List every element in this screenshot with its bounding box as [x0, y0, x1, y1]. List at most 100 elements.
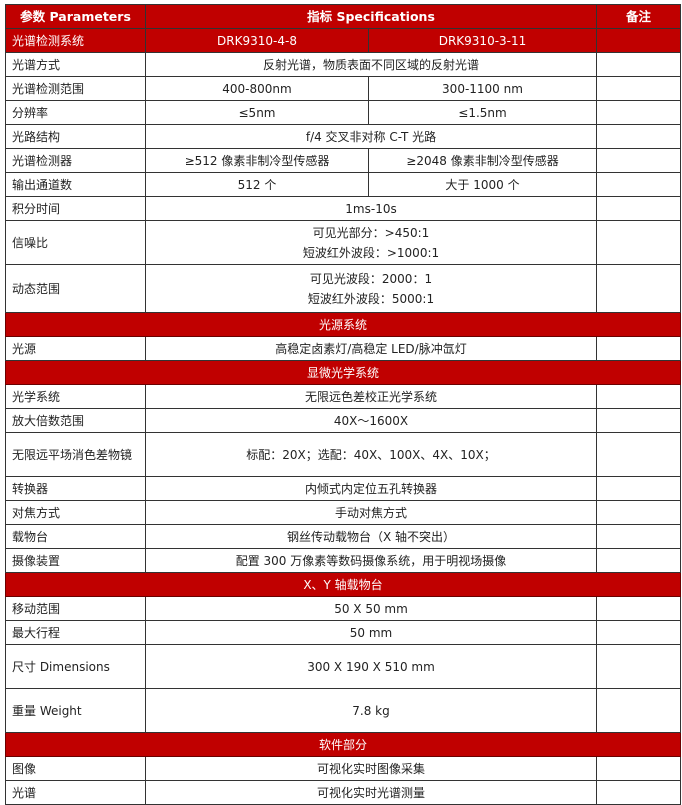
note-cell	[596, 548, 681, 573]
table-row: 对焦方式 手动对焦方式	[5, 500, 681, 525]
table-header: 参数 Parameters 指标 Specifications 备注	[5, 4, 681, 29]
note-cell	[596, 76, 681, 101]
cell: 输出通道数	[5, 172, 146, 197]
table-row: 摄像装置 配置 300 万像素等数码摄像系统，用于明视场摄像	[5, 548, 681, 573]
cell: 50 mm	[145, 620, 597, 645]
note-cell	[596, 432, 681, 477]
table-row: 分辨率 ≤5nm ≤1.5nm	[5, 100, 681, 125]
cell: 光谱检测范围	[5, 76, 146, 101]
table-row: 尺寸 Dimensions 300 X 190 X 510 mm	[5, 644, 681, 689]
cell: 7.8 kg	[145, 688, 597, 733]
cell: 50 X 50 mm	[145, 596, 597, 621]
cell: 无限远平场消色差物镜	[5, 432, 146, 477]
note-cell	[596, 172, 681, 197]
table-row: 放大倍数范围 40X～1600X	[5, 408, 681, 433]
table-row: 图像 可视化实时图像采集	[5, 756, 681, 781]
section-header: 软件部分	[5, 732, 681, 757]
note-cell	[596, 780, 681, 805]
note-cell	[596, 524, 681, 549]
table-row: 转换器 内倾式内定位五孔转换器	[5, 476, 681, 501]
note-cell	[596, 620, 681, 645]
cell: f/4 交叉非对称 C-T 光路	[145, 124, 597, 149]
cell: 大于 1000 个	[368, 172, 597, 197]
table-row: 光路结构 f/4 交叉非对称 C-T 光路	[5, 124, 681, 149]
note-cell	[596, 688, 681, 733]
cell-line: 短波红外波段：5000:1	[307, 291, 435, 306]
cell: 高稳定卤素灯/高稳定 LED/脉冲氙灯	[145, 336, 597, 361]
note-cell	[596, 336, 681, 361]
note-cell	[596, 756, 681, 781]
table-row: 光谱检测器 ≥512 像素非制冷型传感器 ≥2048 像素非制冷型传感器	[5, 148, 681, 173]
table-row: 输出通道数 512 个大于 1000 个	[5, 172, 681, 197]
cell: 光谱	[5, 780, 146, 805]
cell: 标配：20X；选配：40X、100X、4X、10X；	[145, 432, 597, 477]
table-row: 无限远平场消色差物镜 标配：20X；选配：40X、100X、4X、10X；	[5, 432, 681, 477]
table-row: 光谱方式 反射光谱，物质表面不同区域的反射光谱	[5, 52, 681, 77]
cell: 移动范围	[5, 596, 146, 621]
cell: 分辨率	[5, 100, 146, 125]
cell: 光谱检测器	[5, 148, 146, 173]
note-cell	[596, 476, 681, 501]
table-row: 光学系统 无限远色差校正光学系统	[5, 384, 681, 409]
cell: 动态范围	[5, 264, 146, 313]
cell-line: 短波红外波段：>1000:1	[302, 245, 440, 260]
note-cell	[596, 28, 681, 53]
models-row: 光谱检测系统 DRK9310-4-8 DRK9310-3-11	[5, 28, 681, 53]
cell: 300 X 190 X 510 mm	[145, 644, 597, 689]
table-row: 移动范围 50 X 50 mm	[5, 596, 681, 621]
note-cell	[596, 264, 681, 313]
cell: 显微光学系统	[5, 360, 681, 385]
note-cell	[596, 384, 681, 409]
cell: 可视化实时光谱测量	[145, 780, 597, 805]
cell: 可见光波段：2000：1 短波红外波段：5000:1	[145, 264, 597, 313]
model-a: DRK9310-4-8	[145, 28, 369, 53]
cell: X、Y 轴载物台	[5, 572, 681, 597]
header-note: 备注	[596, 4, 681, 29]
cell: 光谱方式	[5, 52, 146, 77]
section-header: 显微光学系统	[5, 360, 681, 385]
cell: 无限远色差校正光学系统	[145, 384, 597, 409]
cell: 光源系统	[5, 312, 681, 337]
table-row: 载物台 钢丝传动载物台（X 轴不突出）	[5, 524, 681, 549]
cell: 400-800nm	[145, 76, 369, 101]
cell: 300-1100 nm	[368, 76, 597, 101]
table-row: 光谱检测范围 400-800nm 300-1100 nm	[5, 76, 681, 101]
note-cell	[596, 408, 681, 433]
spec-table: 参数 Parameters 指标 Specifications 备注 光谱检测系…	[5, 4, 681, 805]
cell: 反射光谱，物质表面不同区域的反射光谱	[145, 52, 597, 77]
cell: 图像	[5, 756, 146, 781]
cell: 内倾式内定位五孔转换器	[145, 476, 597, 501]
note-cell	[596, 596, 681, 621]
table-row: 光源 高稳定卤素灯/高稳定 LED/脉冲氙灯	[5, 336, 681, 361]
cell: 40X～1600X	[145, 408, 597, 433]
cell: 对焦方式	[5, 500, 146, 525]
note-cell	[596, 52, 681, 77]
cell: 512 个	[145, 172, 369, 197]
section-header: X、Y 轴载物台	[5, 572, 681, 597]
cell: 重量 Weight	[5, 688, 146, 733]
note-cell	[596, 124, 681, 149]
header-param: 参数 Parameters	[5, 4, 146, 29]
cell: 信噪比	[5, 220, 146, 265]
table-row: 光谱 可视化实时光谱测量	[5, 780, 681, 805]
cell: 光学系统	[5, 384, 146, 409]
table-row: 最大行程 50 mm	[5, 620, 681, 645]
table-row: 积分时间 1ms-10s	[5, 196, 681, 221]
table-row: 信噪比 可见光部分：>450:1 短波红外波段：>1000:1	[5, 220, 681, 265]
cell: 转换器	[5, 476, 146, 501]
cell: ≥2048 像素非制冷型传感器	[368, 148, 597, 173]
cell: 积分时间	[5, 196, 146, 221]
cell: 可见光部分：>450:1 短波红外波段：>1000:1	[145, 220, 597, 265]
header-spec: 指标 Specifications	[145, 4, 597, 29]
note-cell	[596, 500, 681, 525]
cell: 放大倍数范围	[5, 408, 146, 433]
cell: ≤1.5nm	[368, 100, 597, 125]
cell-line: 可见光波段：2000：1	[309, 271, 433, 286]
table-row: 重量 Weight 7.8 kg	[5, 688, 681, 733]
cell-line: 可见光部分：>450:1	[312, 225, 430, 240]
note-cell	[596, 196, 681, 221]
cell: 1ms-10s	[145, 196, 597, 221]
cell: 摄像装置	[5, 548, 146, 573]
note-cell	[596, 148, 681, 173]
cell: 载物台	[5, 524, 146, 549]
